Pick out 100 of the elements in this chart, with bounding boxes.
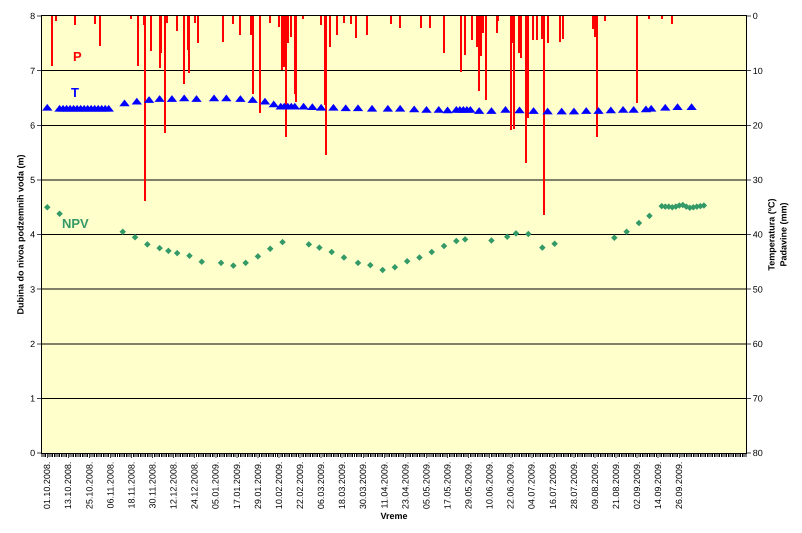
- x-tick-label: 09.08.2009.: [590, 462, 600, 510]
- point: [462, 236, 468, 243]
- x-tick-label: 22.02.2009.: [294, 462, 305, 510]
- point: [440, 242, 448, 250]
- bar: [636, 16, 638, 103]
- x-tick-label: 22.06.2009.: [506, 462, 516, 510]
- x-tick-label: 10.02.2009.: [274, 462, 284, 510]
- y-tick-label: 0: [30, 448, 36, 458]
- bar: [51, 16, 53, 66]
- point: [512, 230, 520, 237]
- point: [404, 258, 410, 265]
- point: [328, 248, 335, 256]
- bar: [350, 16, 352, 24]
- x-tick-label: 05.05.2009.: [421, 462, 432, 510]
- bar: [302, 16, 304, 19]
- y-tick-label: 5: [30, 175, 36, 186]
- series-label: T: [71, 85, 79, 100]
- x-tick-label: 18.03.2009.: [337, 462, 348, 510]
- x-tick-label: 29.05.2009.: [464, 462, 474, 510]
- point: [504, 233, 510, 240]
- bar: [547, 16, 549, 43]
- bar: [559, 16, 561, 42]
- point: [242, 260, 249, 266]
- bar: [471, 16, 473, 40]
- bar: [94, 16, 96, 24]
- x-tick-label: 25.10.2008.: [84, 462, 94, 510]
- point: [156, 244, 163, 252]
- point: [700, 202, 708, 209]
- y2-tick-label: 20: [752, 120, 763, 130]
- bar: [150, 16, 152, 51]
- point: [379, 266, 386, 274]
- point: [525, 230, 532, 238]
- bar: [532, 16, 534, 40]
- bar: [137, 16, 139, 66]
- y2-tick-label: 10: [752, 66, 763, 76]
- y2-tick-label: 80: [752, 448, 763, 458]
- bar: [164, 16, 166, 133]
- point: [198, 258, 206, 266]
- bar: [464, 16, 466, 55]
- x-tick-label: 01.10.2008.: [42, 462, 52, 510]
- point: [488, 237, 495, 244]
- y2-tick-label: 60: [752, 338, 763, 349]
- x-tick-label: 13.10.2008.: [63, 462, 74, 510]
- y2-axis-title: Temperatura (ºC) Padavine (mm): [766, 198, 788, 271]
- bar: [366, 16, 368, 35]
- bar: [269, 16, 271, 23]
- series-label: P: [73, 49, 82, 64]
- y-tick-label: 3: [30, 284, 36, 294]
- y-tick-label: 2: [30, 338, 36, 349]
- bar: [55, 16, 57, 21]
- bar: [536, 16, 538, 40]
- bar: [420, 16, 422, 28]
- y2-tick-label: 30: [752, 175, 763, 186]
- x-tick-label: 30.11.2008.: [148, 462, 158, 508]
- bar: [336, 16, 338, 35]
- bar: [325, 16, 327, 155]
- bar: [390, 16, 392, 24]
- point: [174, 250, 180, 256]
- x-tick-label: 17.05.2009.: [442, 462, 452, 510]
- y-tick-label: 1: [30, 394, 36, 404]
- x-axis-title: Vreme: [380, 510, 408, 521]
- point: [266, 245, 274, 252]
- point: [230, 262, 237, 269]
- y-tick-label: 7: [30, 66, 36, 76]
- point: [611, 234, 618, 242]
- y2-tick-label: 40: [752, 230, 763, 240]
- bar: [74, 16, 76, 25]
- point: [56, 210, 63, 217]
- bar: [130, 16, 132, 19]
- point: [279, 238, 286, 246]
- bar: [197, 16, 199, 43]
- y-tick-label: 6: [30, 120, 36, 130]
- bar: [259, 16, 261, 113]
- bar: [478, 16, 480, 91]
- x-tick-label: 11.04.2009.: [379, 462, 390, 508]
- point: [218, 260, 224, 266]
- bar: [604, 16, 606, 21]
- series-label: NPV: [62, 216, 90, 231]
- bar: [239, 16, 241, 35]
- x-tick-label: 24.12.2008.: [190, 462, 200, 510]
- x-tick-label: 29.01.2009.: [252, 462, 263, 510]
- bar: [188, 16, 190, 73]
- bar: [320, 16, 322, 25]
- bar: [562, 16, 564, 39]
- point: [636, 220, 642, 226]
- x-tick-label: 28.07.2009.: [568, 462, 579, 510]
- point: [132, 234, 138, 240]
- point: [306, 241, 312, 248]
- bar: [648, 16, 650, 19]
- point: [186, 252, 193, 260]
- bar: [281, 16, 283, 70]
- point: [165, 248, 172, 254]
- x-tick-label: 26.09.2009.: [674, 462, 684, 510]
- point: [539, 244, 546, 251]
- point: [623, 228, 630, 236]
- point: [254, 253, 262, 260]
- point: [551, 240, 558, 248]
- point: [44, 204, 51, 210]
- y2-tick-label: 50: [752, 284, 763, 294]
- point: [367, 262, 374, 268]
